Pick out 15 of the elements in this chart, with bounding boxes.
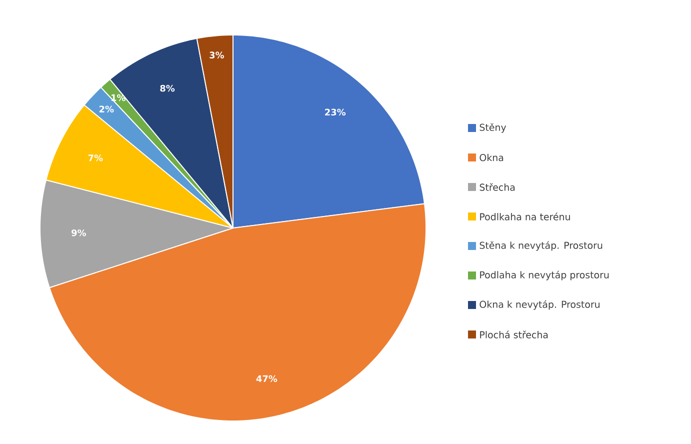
data-label: 8% <box>160 84 175 92</box>
legend-label: Podlaha k nevytáp prostoru <box>480 270 609 280</box>
data-label: 3% <box>210 52 224 58</box>
data-label: 23% <box>325 108 346 116</box>
legend-label: Podlkaha na terénu <box>480 212 570 220</box>
data-label: 9% <box>72 229 86 236</box>
data-label: 2% <box>99 106 114 112</box>
data-label: 47% <box>256 375 278 382</box>
legend-label: Stěna k nevytáp. Prostoru <box>480 241 602 251</box>
legend-label: Plochá střecha <box>480 330 548 338</box>
legend-label: Střecha <box>480 183 515 191</box>
legend-label: Stěny <box>480 123 506 133</box>
legend-label: Okna <box>480 154 504 162</box>
data-label: 7% <box>88 154 103 162</box>
legend-label: Okna k nevytáp. Prostoru <box>480 300 600 310</box>
